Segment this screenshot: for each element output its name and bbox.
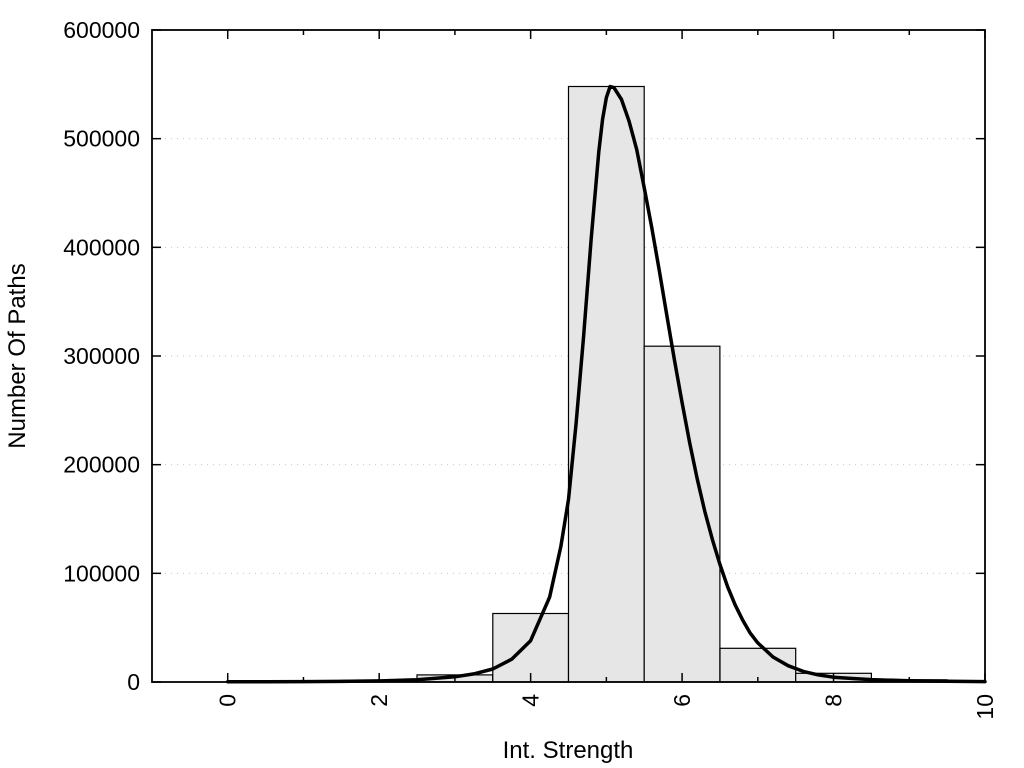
y-tick-label: 600000 bbox=[63, 17, 140, 43]
x-tick-label: 6 bbox=[669, 694, 695, 707]
x-axis-label: Int. Strength bbox=[503, 737, 634, 764]
histogram-bar bbox=[719, 647, 797, 683]
y-tick-label: 400000 bbox=[63, 234, 140, 260]
x-tick-label: 2 bbox=[366, 694, 392, 707]
x-tick-label: 10 bbox=[972, 694, 998, 720]
y-axis-label: Number Of Paths bbox=[4, 263, 31, 448]
y-tick-label: 0 bbox=[127, 669, 140, 695]
x-tick-label: 8 bbox=[821, 694, 847, 707]
x-tick-label: 4 bbox=[518, 694, 544, 707]
y-tick-label: 300000 bbox=[63, 343, 140, 369]
y-tick-label: 500000 bbox=[63, 126, 140, 152]
histogram-bar bbox=[492, 612, 570, 683]
x-tick-label: 0 bbox=[215, 694, 241, 707]
fit-curve-line bbox=[225, 84, 987, 684]
y-tick-label: 200000 bbox=[63, 452, 140, 478]
y-tick-label: 100000 bbox=[63, 560, 140, 586]
